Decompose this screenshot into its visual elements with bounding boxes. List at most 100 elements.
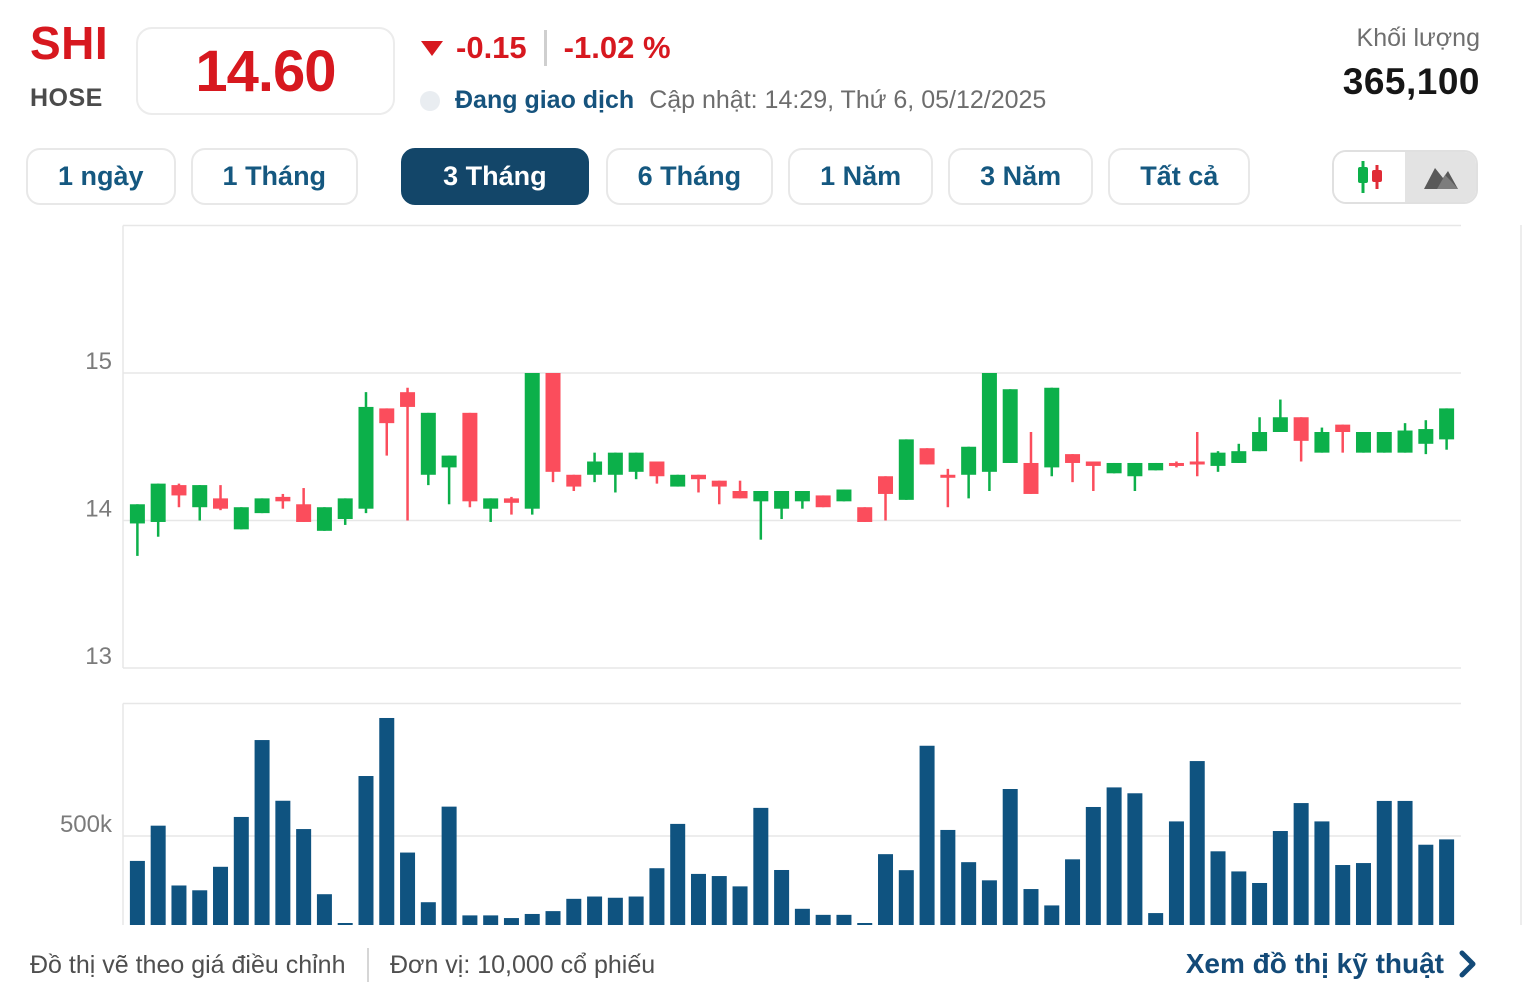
candle-body bbox=[171, 485, 187, 496]
area-view-button[interactable] bbox=[1405, 152, 1476, 202]
volume-bar bbox=[462, 915, 478, 925]
volume-bar bbox=[1397, 800, 1413, 925]
tab-1-year[interactable]: 1 Năm bbox=[788, 148, 934, 205]
candle-body bbox=[1210, 452, 1226, 466]
candle-body bbox=[503, 498, 519, 503]
candle-body bbox=[878, 476, 894, 494]
volume-bar bbox=[150, 825, 166, 925]
axis-labels: 15 14 13 500k bbox=[60, 348, 113, 838]
candle-body bbox=[233, 507, 249, 530]
tab-3-years[interactable]: 3 Năm bbox=[948, 148, 1094, 205]
tab-3-months[interactable]: 3 Tháng bbox=[401, 148, 589, 205]
tab-1-month[interactable]: 1 Tháng bbox=[190, 148, 359, 205]
session-status-label: Đang giao dịch bbox=[455, 86, 635, 114]
candle-body bbox=[1335, 424, 1351, 432]
candle-body bbox=[1293, 417, 1309, 441]
volume-bar bbox=[379, 717, 395, 925]
exchange-label: HOSE bbox=[30, 84, 103, 112]
price-axis-label: 14 bbox=[85, 496, 112, 523]
volume-bar bbox=[815, 914, 831, 925]
volume-bar bbox=[1418, 844, 1434, 925]
volume-bar bbox=[254, 740, 270, 925]
volume-bar bbox=[441, 806, 457, 925]
footer-notes: Đồ thị vẽ theo giá điều chỉnh Đơn vị: 10… bbox=[30, 948, 655, 982]
tab-6-months[interactable]: 6 Tháng bbox=[605, 148, 774, 205]
candle-body bbox=[275, 496, 291, 502]
unit-note: Đơn vị: 10,000 cổ phiếu bbox=[390, 950, 656, 979]
tab-1-day[interactable]: 1 ngày bbox=[26, 148, 176, 205]
technical-chart-link[interactable]: Xem đồ thị kỹ thuật bbox=[1186, 948, 1476, 980]
candle-body bbox=[1106, 462, 1122, 474]
volume-bar bbox=[1252, 882, 1268, 925]
candle-body bbox=[753, 491, 769, 502]
candle-body bbox=[296, 504, 312, 522]
adjusted-price-note: Đồ thị vẽ theo giá điều chỉnh bbox=[30, 950, 346, 979]
candle-body bbox=[441, 455, 457, 468]
volume-bar bbox=[1314, 821, 1330, 925]
candle-body bbox=[815, 495, 831, 508]
candle-body bbox=[524, 373, 540, 509]
volume-bar bbox=[940, 829, 956, 925]
chart-view-toggle bbox=[1332, 150, 1478, 204]
candle-body bbox=[462, 412, 478, 502]
candle-body bbox=[316, 507, 332, 531]
volume-bar bbox=[524, 913, 540, 925]
volume-bar bbox=[1376, 800, 1392, 925]
candle-body bbox=[254, 498, 270, 514]
candle-body bbox=[1397, 430, 1413, 453]
candle-body bbox=[400, 392, 416, 407]
candle-body bbox=[129, 504, 145, 524]
volume-bar bbox=[1065, 859, 1081, 925]
candle-body bbox=[1168, 462, 1184, 466]
price-change-row: -0.15 -1.02 % bbox=[421, 30, 671, 66]
volume-bar bbox=[607, 897, 623, 925]
candlestick-icon bbox=[1357, 161, 1382, 193]
volume-label: Khối lượng bbox=[1356, 24, 1480, 52]
volume-value: 365,100 bbox=[1342, 61, 1480, 102]
volume-bar bbox=[1189, 761, 1205, 925]
volume-bar bbox=[400, 852, 416, 925]
candle-body bbox=[774, 491, 790, 509]
candle-body bbox=[961, 446, 977, 475]
volume-bar bbox=[919, 745, 935, 925]
volume-bar bbox=[1335, 865, 1351, 925]
chart-right-border bbox=[1520, 225, 1522, 925]
candle-body bbox=[1189, 461, 1205, 465]
volume-bar bbox=[1355, 863, 1371, 925]
volume-bar bbox=[649, 868, 665, 925]
volume-bar bbox=[1293, 803, 1309, 925]
volume-bar bbox=[566, 898, 582, 925]
chevron-right-icon bbox=[1459, 950, 1476, 978]
candle-body bbox=[628, 452, 644, 472]
candle-body bbox=[607, 452, 623, 475]
candle-body bbox=[919, 448, 935, 465]
volume-bar bbox=[1127, 793, 1143, 925]
volume-bar bbox=[296, 829, 312, 925]
price-axis-label: 13 bbox=[85, 643, 112, 670]
volume-bar bbox=[129, 860, 145, 925]
candlestick-view-button[interactable] bbox=[1334, 152, 1405, 202]
volume-bar bbox=[1148, 913, 1164, 925]
volume-bars[interactable] bbox=[129, 717, 1455, 925]
candle-body bbox=[192, 485, 208, 508]
volume-bar bbox=[1106, 787, 1122, 925]
tab-all[interactable]: Tất cả bbox=[1108, 148, 1251, 205]
candle-body bbox=[649, 461, 665, 477]
volume-bar bbox=[171, 885, 187, 925]
price-change: -0.15 bbox=[456, 30, 527, 65]
technical-chart-link-label: Xem đồ thị kỹ thuật bbox=[1185, 948, 1444, 979]
candle-body bbox=[337, 498, 353, 520]
candle-body bbox=[836, 489, 852, 502]
candle-body bbox=[1314, 432, 1330, 453]
candle-body bbox=[1044, 387, 1060, 468]
mountain-area-icon bbox=[1423, 168, 1458, 189]
volume-bar bbox=[503, 918, 519, 925]
candles[interactable] bbox=[129, 373, 1455, 556]
volume-bar bbox=[898, 870, 914, 925]
volume-bar bbox=[628, 896, 644, 925]
volume-bar bbox=[1210, 851, 1226, 925]
volume-bar bbox=[213, 866, 229, 925]
volume-bar bbox=[1439, 839, 1455, 925]
ticker-symbol: SHI bbox=[30, 17, 109, 69]
